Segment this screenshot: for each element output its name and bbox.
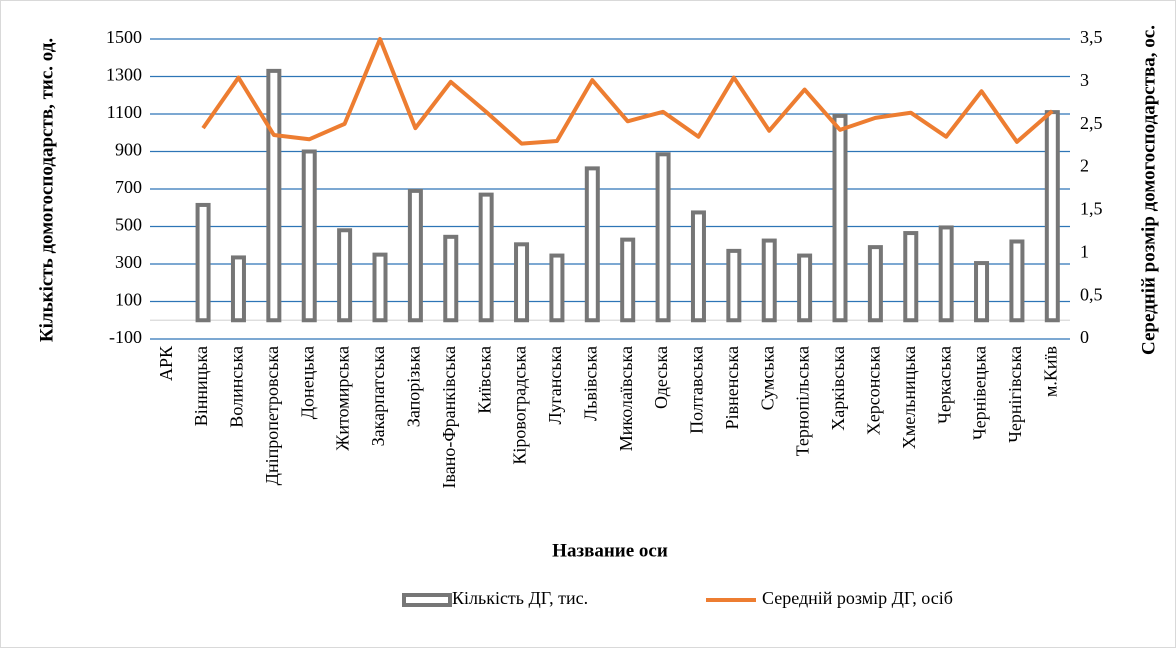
bar <box>832 113 848 323</box>
y-tick-label: -100 <box>109 327 142 347</box>
x-tick-label: Рівненська <box>722 346 742 429</box>
bar <box>867 245 883 323</box>
x-tick-label: Полтавська <box>687 346 707 434</box>
y2-tick-label: 1,5 <box>1080 199 1103 219</box>
x-tick-label: Миколаївська <box>616 346 636 451</box>
y-tick-label: 1100 <box>107 102 142 122</box>
x-tick-label: Івано-Франківська <box>439 346 459 489</box>
y-axis-title: Кількість домогосподарств, тис. од. <box>36 38 57 342</box>
x-tick-label: Одеська <box>651 346 671 409</box>
y2-tick-label: 3 <box>1080 70 1089 90</box>
y-tick-label: 1500 <box>106 27 142 47</box>
bar <box>407 188 423 323</box>
y-tick-label: 500 <box>115 215 142 235</box>
y2-tick-label: 0,5 <box>1080 284 1103 304</box>
x-tick-label: Волинська <box>227 346 247 428</box>
bar <box>372 252 388 323</box>
x-tick-label: Луганська <box>545 346 565 424</box>
x-tick-label: Чернігівська <box>1005 346 1025 443</box>
x-tick-label: Закарпатська <box>368 346 388 446</box>
bar <box>301 149 317 323</box>
y-tick-label: 900 <box>115 140 142 160</box>
y2-tick-label: 2 <box>1080 156 1089 176</box>
legend-label: Середній розмір ДГ, осіб <box>762 588 953 608</box>
x-tick-label: Дніпропетровська <box>262 346 282 485</box>
y-tick-label: 300 <box>115 252 142 272</box>
bar <box>514 242 530 323</box>
line-series <box>201 37 1054 146</box>
x-tick-label: Херсонська <box>864 346 884 435</box>
x-tick-label: Житомирська <box>333 346 353 451</box>
y2-tick-label: 1 <box>1080 241 1089 261</box>
bar <box>478 192 494 323</box>
x-tick-label: Донецька <box>297 346 317 419</box>
bar <box>549 253 565 323</box>
y2-tick-label: 0 <box>1080 327 1089 347</box>
bar <box>443 234 459 323</box>
bar <box>938 225 954 323</box>
bar <box>230 255 246 323</box>
bar <box>726 248 742 323</box>
y-tick-label: 1300 <box>106 65 142 85</box>
x-tick-label: Чернівецька <box>970 346 990 440</box>
bar <box>690 210 706 323</box>
bar <box>903 231 919 323</box>
x-tick-label: м.Київ <box>1040 346 1060 397</box>
x-tick-label: Сумська <box>757 346 777 410</box>
bar <box>761 238 777 323</box>
x-tick-label: Харківська <box>828 346 848 431</box>
y-tick-label: 100 <box>115 290 142 310</box>
legend-label: Кількість ДГ, тис. <box>452 588 588 608</box>
x-tick-label: Хмельницька <box>899 346 919 449</box>
x-tick-label: Черкаська <box>934 346 954 424</box>
bar <box>655 152 671 323</box>
bar <box>337 228 353 323</box>
legend-swatch <box>402 593 452 607</box>
bar <box>1009 239 1025 323</box>
x-tick-label: Запорізька <box>404 346 424 427</box>
bar <box>974 261 990 323</box>
y2-tick-label: 2,5 <box>1080 113 1103 133</box>
x-axis-title: Название оси <box>552 540 668 561</box>
bar <box>620 237 636 323</box>
x-tick-label: Вінницька <box>191 346 211 426</box>
x-tick-label: Львівська <box>580 346 600 421</box>
x-tick-label: Тернопільська <box>793 346 813 456</box>
bar <box>1044 110 1060 323</box>
bar <box>266 68 282 323</box>
bar <box>797 253 813 323</box>
y2-tick-label: 3,5 <box>1080 27 1103 47</box>
x-tick-label: Київська <box>474 346 494 414</box>
x-tick-label: АРК <box>156 345 176 381</box>
bar <box>195 202 211 323</box>
x-tick-label: Кіровоградська <box>510 346 530 465</box>
y2-axis-title: Середній розмір домогосподарства, ос. <box>1138 25 1159 355</box>
y-tick-label: 700 <box>115 177 142 197</box>
bar <box>584 166 600 323</box>
